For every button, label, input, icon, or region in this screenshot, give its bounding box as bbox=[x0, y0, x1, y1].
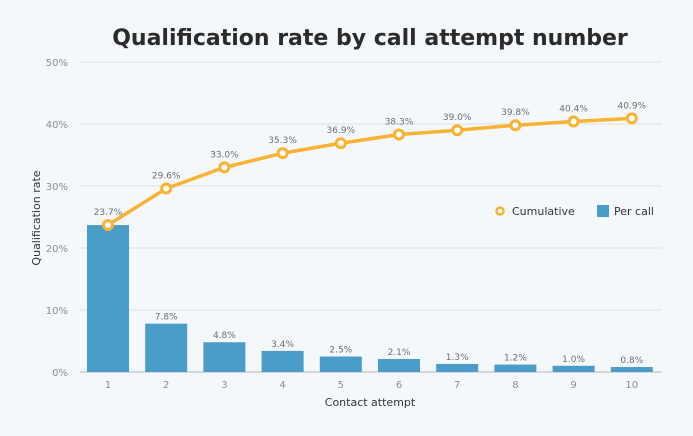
bar-data-label: 7.8% bbox=[155, 313, 178, 323]
bar-per-call bbox=[610, 367, 653, 372]
x-tick-label: 4 bbox=[279, 380, 285, 391]
cumulative-point bbox=[334, 137, 347, 150]
bar-per-call bbox=[203, 342, 246, 372]
line-data-label: 35.3% bbox=[268, 136, 297, 146]
x-tick-label: 6 bbox=[396, 380, 402, 391]
legend: Cumulative Per call bbox=[495, 205, 654, 218]
bar-per-call bbox=[319, 356, 362, 372]
line-data-label: 39.0% bbox=[443, 113, 472, 123]
bar-per-call bbox=[261, 350, 304, 372]
cumulative-point bbox=[567, 115, 580, 128]
x-tick-label: 7 bbox=[454, 380, 460, 391]
bar-data-label: 1.2% bbox=[504, 354, 527, 364]
legend-per-call-label: Per call bbox=[614, 205, 654, 218]
cumulative-point bbox=[160, 182, 173, 195]
y-tick-label: 40% bbox=[46, 120, 68, 131]
y-tick-label: 10% bbox=[46, 306, 68, 317]
x-tick-label: 5 bbox=[338, 380, 344, 391]
line-data-label: 39.8% bbox=[501, 108, 530, 118]
line-data-label: 29.6% bbox=[152, 171, 181, 181]
bar-per-call bbox=[436, 363, 479, 372]
cumulative-point bbox=[276, 147, 289, 160]
cumulative-point bbox=[218, 161, 231, 174]
cumulative-line bbox=[107, 116, 632, 227]
legend-cumulative-marker bbox=[495, 206, 505, 216]
line-data-label: 40.9% bbox=[618, 101, 647, 111]
legend-per-call-swatch bbox=[597, 205, 609, 217]
bar-data-label: 1.3% bbox=[446, 353, 469, 363]
x-tick-label: 10 bbox=[625, 380, 638, 391]
bar-data-label: 2.1% bbox=[388, 348, 411, 358]
y-tick-label: 50% bbox=[46, 58, 68, 69]
cumulative-point bbox=[451, 124, 464, 137]
chart-title: Qualification rate by call attempt numbe… bbox=[112, 26, 628, 51]
cumulative-point bbox=[393, 128, 405, 141]
y-tick-label: 30% bbox=[46, 182, 68, 193]
line-data-label: 33.0% bbox=[210, 150, 239, 160]
line-data-label: 36.9% bbox=[327, 126, 356, 136]
bar-per-call bbox=[87, 225, 129, 372]
bar-data-label: 1.0% bbox=[562, 355, 585, 365]
y-tick-label: 20% bbox=[46, 244, 68, 255]
x-tick-label: 9 bbox=[570, 380, 576, 391]
line-data-label: 23.7% bbox=[94, 208, 123, 218]
line-data-label: 38.3% bbox=[385, 118, 414, 128]
cumulative-point bbox=[625, 112, 638, 125]
x-tick-label: 8 bbox=[512, 380, 518, 391]
line-data-label: 40.4% bbox=[559, 105, 588, 115]
x-tick-label: 1 bbox=[105, 380, 111, 391]
cumulative-point bbox=[509, 119, 522, 132]
legend-cumulative-label: Cumulative bbox=[512, 205, 575, 218]
x-axis-label: Contact attempt bbox=[325, 396, 416, 409]
y-tick-label: 0% bbox=[52, 368, 68, 379]
y-axis-label: Qualification rate bbox=[30, 170, 43, 265]
x-tick-label: 2 bbox=[163, 380, 169, 391]
bar-data-label: 0.8% bbox=[620, 356, 643, 366]
bar-per-call bbox=[494, 364, 537, 372]
cumulative-point bbox=[102, 219, 114, 232]
bar-per-call bbox=[145, 323, 188, 372]
bar-data-label: 3.4% bbox=[271, 340, 294, 350]
bar-per-call bbox=[378, 358, 420, 372]
bar-data-label: 4.8% bbox=[213, 331, 236, 341]
bar-data-label: 2.5% bbox=[329, 346, 352, 356]
x-tick-label: 3 bbox=[221, 380, 227, 391]
bar-per-call bbox=[552, 365, 595, 372]
